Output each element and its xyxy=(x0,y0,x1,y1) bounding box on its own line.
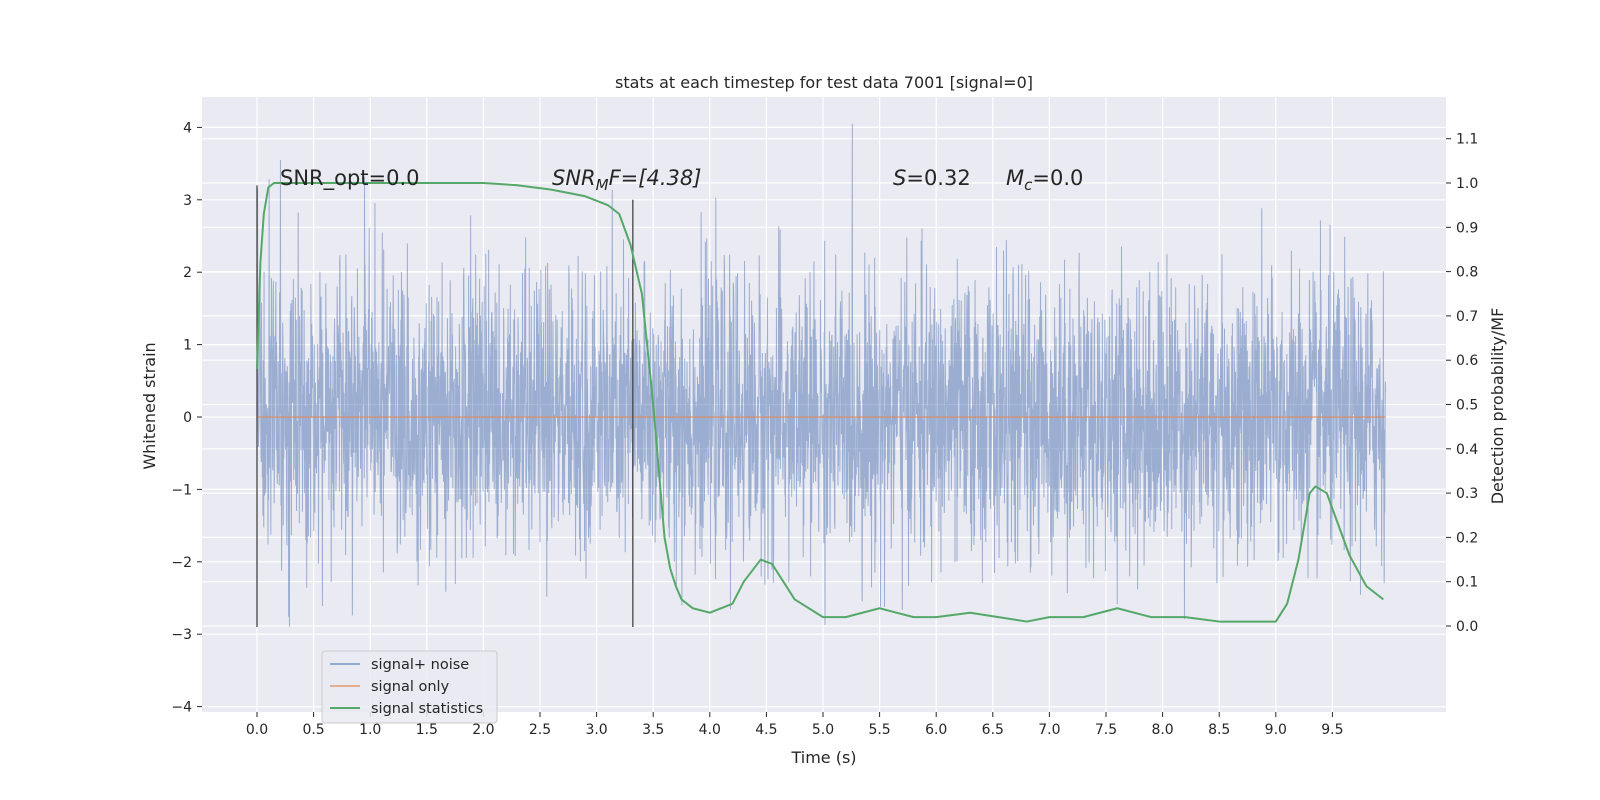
plot-content xyxy=(256,123,1387,627)
y-tick-label: 1 xyxy=(183,338,192,354)
x-tick-label: 3.0 xyxy=(585,722,607,738)
x-tick-label: 9.0 xyxy=(1265,722,1287,738)
series-signal-statistics xyxy=(256,182,1384,623)
y-tick-label: −1 xyxy=(171,482,192,498)
legend-label-signal-only: signal only xyxy=(371,679,450,695)
annotation-snr-mf-tail: F=[4.38] xyxy=(609,166,702,190)
y-tick-label: −4 xyxy=(171,700,192,716)
y-tick-label: 2 xyxy=(183,265,192,281)
y-tick-label: −2 xyxy=(171,555,192,571)
x-tick-label: 5.0 xyxy=(812,722,834,738)
y-tick-label: 0 xyxy=(183,410,192,426)
annotation-mc-sub: c xyxy=(1024,176,1033,194)
annotation-s: S=0.32 xyxy=(893,166,971,190)
y2-tick-label: 0.3 xyxy=(1456,486,1478,502)
y2-tick-label: 0.5 xyxy=(1456,398,1478,414)
x-tick-label: 8.0 xyxy=(1151,722,1173,738)
x-tick-label: 4.5 xyxy=(755,722,777,738)
x-axis-label: Time (s) xyxy=(790,748,856,767)
y2-tick-label: 0.1 xyxy=(1456,575,1478,591)
x-tick-label: 1.0 xyxy=(359,722,381,738)
x-tick-label: 0.0 xyxy=(246,722,268,738)
y2-tick-label: 0.6 xyxy=(1456,353,1478,369)
y-tick-label: 3 xyxy=(183,193,192,209)
y2-tick-label: 0.2 xyxy=(1456,530,1478,546)
y2-tick-label: 1.1 xyxy=(1456,132,1478,148)
y-axis-label: Whitened strain xyxy=(140,342,159,469)
x-tick-label: 6.5 xyxy=(982,722,1004,738)
y2-axis-label: Detection probability/MF xyxy=(1488,308,1507,505)
x-tick-label: 9.5 xyxy=(1321,722,1343,738)
x-tick-label: 5.5 xyxy=(868,722,890,738)
y2-tick-label: 0.0 xyxy=(1456,619,1478,635)
y2-tick-label: 0.9 xyxy=(1456,220,1478,236)
legend-label-signal-noise: signal+ noise xyxy=(371,657,469,673)
x-tick-label: 6.0 xyxy=(925,722,947,738)
annotation-mc: Mc=0.0 xyxy=(1006,166,1083,194)
x-tick-label: 4.0 xyxy=(699,722,721,738)
y2-tick-label: 0.4 xyxy=(1456,442,1478,458)
x-tick-label: 2.0 xyxy=(472,722,494,738)
annotation-s-val: =0.32 xyxy=(906,166,970,190)
x-tick-label: 7.0 xyxy=(1038,722,1060,738)
legend: signal+ noise signal only signal statist… xyxy=(321,650,498,724)
y-tick-label: −3 xyxy=(171,627,192,643)
series-signal-noise xyxy=(256,123,1387,627)
y2-tick-label: 0.7 xyxy=(1456,309,1478,325)
y-tick-label: 4 xyxy=(183,120,192,136)
chart-title: stats at each timestep for test data 700… xyxy=(615,73,1033,92)
x-tick-label: 8.5 xyxy=(1208,722,1230,738)
x-tick-label: 7.5 xyxy=(1095,722,1117,738)
x-tick-label: 1.5 xyxy=(416,722,438,738)
legend-label-signal-statistics: signal statistics xyxy=(371,701,483,717)
annotation-s-var: S xyxy=(893,166,906,190)
annotation-snr-opt: SNR_opt=0.0 xyxy=(280,166,420,191)
annotation-snr-mf-sub: M xyxy=(596,176,609,194)
annotation-mc-val: =0.0 xyxy=(1032,166,1083,190)
x-tick-label: 0.5 xyxy=(302,722,324,738)
annotation-snr-mf-base: SNR xyxy=(552,166,596,190)
x-tick-label: 2.5 xyxy=(529,722,551,738)
annotation-snr-mf: SNRMF=[4.38] xyxy=(552,166,701,194)
annotation-mc-var: M xyxy=(1006,166,1024,190)
x-tick-label: 3.5 xyxy=(642,722,664,738)
legend-box xyxy=(321,650,498,724)
tick-labels: 0.0 0.5 1.0 1.5 2.0 2.5 3.0 3.5 4.0 4.5 5.0 5.5 6.0 6… xyxy=(171,120,1478,738)
y2-tick-label: 0.8 xyxy=(1456,265,1478,281)
y2-tick-label: 1.0 xyxy=(1456,176,1478,192)
